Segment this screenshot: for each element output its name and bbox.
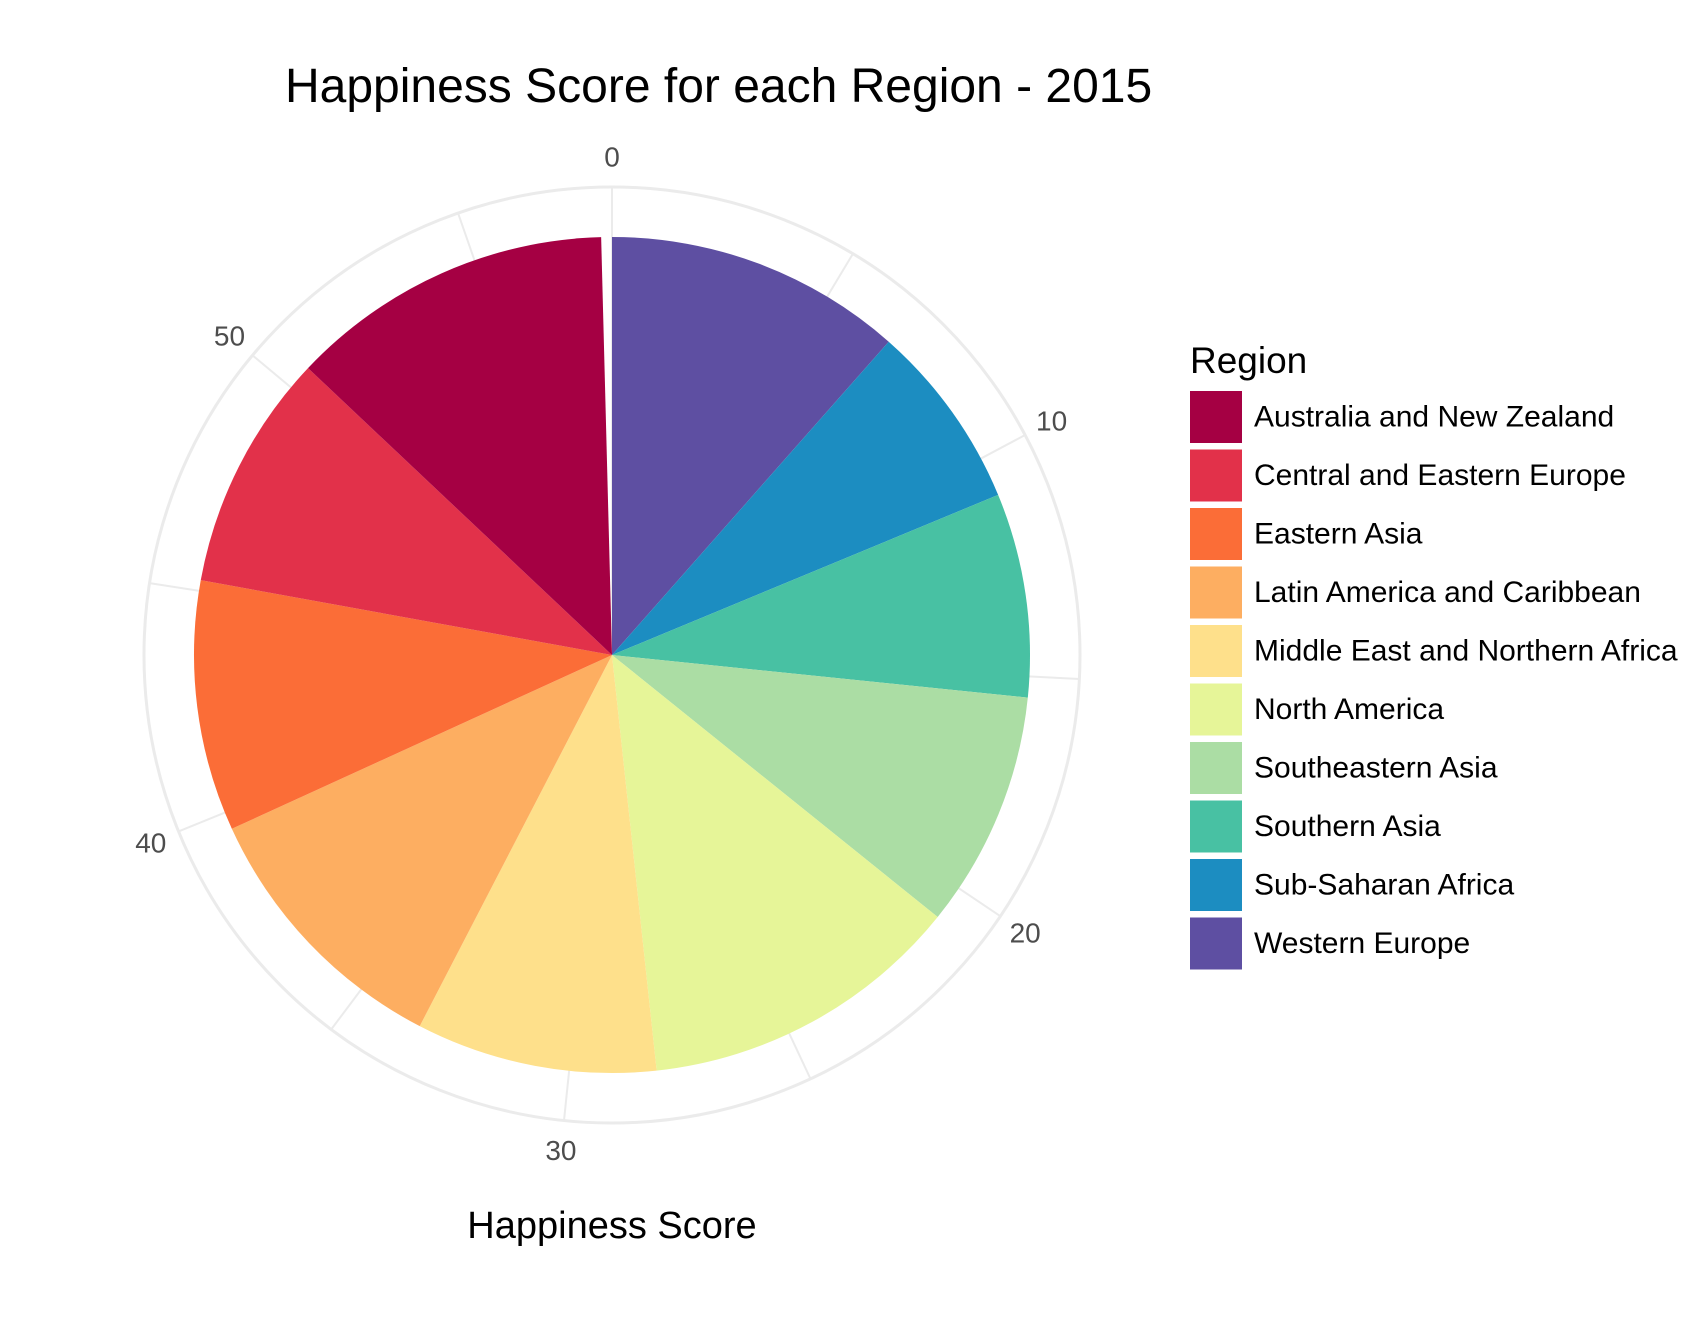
pie-slice-sub-saharan-africa bbox=[612, 341, 999, 655]
legend-label: Western Europe bbox=[1254, 927, 1470, 960]
pie-slice-middle-east-and-northern-africa bbox=[419, 655, 657, 1074]
pie-slice-southern-asia bbox=[612, 494, 1031, 698]
legend-key bbox=[1190, 859, 1242, 911]
tick-label: 50 bbox=[214, 321, 245, 352]
legend-key bbox=[1190, 508, 1242, 560]
legend-label: Middle East and Northern Africa bbox=[1254, 635, 1678, 668]
pie-slice-central-and-eastern-europe bbox=[200, 368, 612, 655]
x-axis-label: Happiness Score bbox=[467, 1205, 756, 1247]
pie-slice-north-america bbox=[612, 655, 938, 1071]
legend-label: Sub-Saharan Africa bbox=[1254, 869, 1514, 902]
pie-slice-australia-and-new-zealand bbox=[308, 237, 612, 655]
legend-key bbox=[1190, 391, 1242, 443]
legend-key bbox=[1190, 449, 1242, 502]
pie-slice-southeastern-asia bbox=[612, 655, 1028, 918]
pie-slice-eastern-asia bbox=[194, 580, 612, 829]
legend-key bbox=[1190, 800, 1242, 853]
legend-label: Eastern Asia bbox=[1254, 518, 1423, 551]
tick-label: 10 bbox=[1036, 405, 1067, 436]
legend-key bbox=[1190, 566, 1242, 619]
tick-label: 40 bbox=[135, 827, 166, 858]
legend-label: Southeastern Asia bbox=[1254, 752, 1498, 785]
legend-items: Australia and New Zealand Central and Eas… bbox=[1190, 391, 1678, 970]
legend-label: Latin America and Caribbean bbox=[1254, 576, 1641, 609]
legend-key bbox=[1190, 917, 1242, 970]
angle-ticks: 0 10 20 30 40 50 bbox=[135, 142, 1067, 1166]
legend-label: North America bbox=[1254, 693, 1444, 726]
legend-key bbox=[1190, 742, 1242, 794]
pie-slice-western-europe bbox=[612, 237, 889, 655]
legend-key bbox=[1190, 683, 1242, 736]
legend-label: Australia and New Zealand bbox=[1254, 401, 1614, 434]
legend: Region Australia and New Zealand Central … bbox=[1190, 340, 1678, 970]
tick-label: 0 bbox=[604, 142, 620, 173]
pie-slices bbox=[194, 237, 1031, 1074]
tick-label: 30 bbox=[545, 1135, 576, 1166]
legend-label: Southern Asia bbox=[1254, 810, 1441, 843]
tick-label: 20 bbox=[1010, 917, 1041, 948]
legend-label: Central and Eastern Europe bbox=[1254, 459, 1626, 492]
legend-key bbox=[1190, 625, 1242, 677]
pie-slice-latin-america-and-caribbean bbox=[231, 655, 612, 1027]
legend-title: Region bbox=[1190, 340, 1307, 381]
chart-title: Happiness Score for each Region - 2015 bbox=[285, 60, 1152, 113]
